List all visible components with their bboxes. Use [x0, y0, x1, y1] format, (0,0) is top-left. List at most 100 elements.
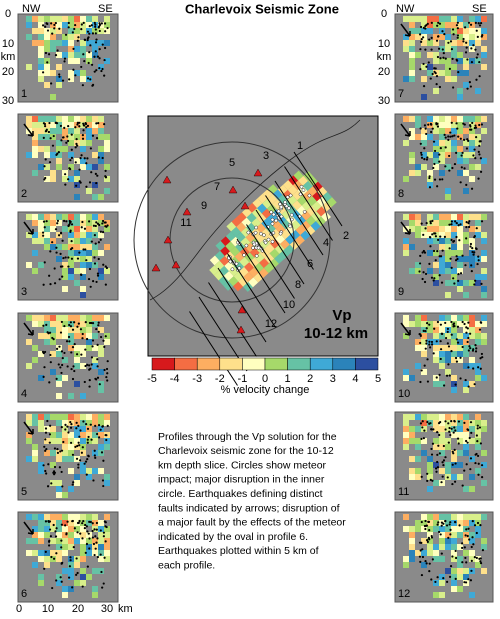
velocity-cell: [62, 34, 68, 40]
earthquake: [430, 36, 433, 39]
earthquake: [480, 476, 484, 479]
earthquake: [476, 440, 479, 443]
caption-line: Profiles through the Vp solution for the: [158, 431, 337, 443]
earthquake: [93, 256, 96, 259]
earthquake: [88, 547, 91, 550]
velocity-cell: [44, 116, 50, 122]
earthquake: [420, 222, 423, 225]
earthquake: [474, 21, 477, 24]
velocity-cell: [50, 152, 56, 158]
velocity-cell: [86, 134, 92, 140]
earthquake: [431, 127, 434, 130]
earthquake: [469, 242, 473, 246]
earthquake: [56, 222, 59, 225]
velocity-cell: [451, 351, 457, 357]
velocity-cell: [457, 462, 463, 468]
earthquake: [471, 121, 474, 125]
earthquake: [455, 222, 458, 225]
velocity-cell: [56, 82, 62, 88]
earthquake: [86, 565, 89, 568]
earthquake: [436, 320, 440, 324]
earthquake: [57, 151, 60, 154]
earthquake: [266, 237, 271, 242]
velocity-cell: [457, 34, 463, 40]
earthquake: [89, 285, 92, 288]
earthquake: [428, 323, 431, 326]
velocity-cell: [32, 444, 38, 450]
velocity-cell: [445, 292, 451, 298]
velocity-cell: [68, 152, 74, 158]
earthquake: [62, 219, 66, 223]
earthquake: [42, 220, 46, 223]
velocity-cell: [457, 232, 463, 238]
earthquake: [63, 351, 66, 355]
earthquake: [96, 376, 100, 379]
velocity-cell: [481, 238, 487, 244]
earthquake: [438, 452, 441, 455]
velocity-cell: [415, 456, 421, 462]
velocity-cell: [433, 426, 439, 432]
velocity-cell: [427, 268, 433, 274]
earthquake: [473, 555, 476, 559]
earthquake: [419, 560, 422, 564]
velocity-cell: [451, 52, 457, 58]
velocity-cell: [68, 40, 74, 46]
earthquake: [45, 448, 48, 451]
velocity-cell: [469, 514, 475, 520]
velocity-cell: [475, 556, 481, 562]
earthquake: [104, 169, 107, 173]
velocity-cell: [86, 414, 92, 420]
earthquake: [46, 61, 49, 64]
velocity-cell: [80, 568, 86, 574]
earthquake: [436, 453, 439, 456]
velocity-cell: [50, 480, 56, 486]
velocity-cell: [74, 128, 80, 134]
earthquake: [475, 556, 478, 560]
earthquake: [86, 427, 90, 430]
earthquake: [453, 282, 456, 285]
velocity-cell: [439, 532, 445, 538]
earthquake: [449, 131, 452, 134]
earthquake: [456, 27, 459, 30]
velocity-cell: [457, 226, 463, 232]
velocity-cell: [32, 526, 38, 532]
earthquake: [77, 463, 80, 466]
velocity-cell: [433, 327, 439, 333]
velocity-cell: [415, 220, 421, 226]
velocity-cell: [427, 232, 433, 238]
earthquake: [94, 50, 97, 53]
velocity-cell: [457, 420, 463, 426]
velocity-cell: [427, 214, 433, 220]
velocity-cell: [80, 158, 86, 164]
velocity-cell: [44, 70, 50, 76]
velocity-cell: [68, 116, 74, 122]
earthquake: [72, 68, 75, 71]
velocity-cell: [433, 514, 439, 520]
earthquake: [474, 48, 477, 51]
earthquake: [75, 184, 78, 187]
velocity-cell: [68, 134, 74, 140]
velocity-cell: [50, 214, 56, 220]
velocity-cell: [463, 339, 469, 345]
distance-tick: 0: [16, 603, 22, 615]
velocity-cell: [92, 122, 98, 128]
earthquake: [103, 58, 106, 62]
earthquake: [105, 375, 108, 379]
velocity-cell: [475, 420, 481, 426]
earthquake: [459, 272, 463, 275]
earthquake: [83, 527, 86, 530]
velocity-cell: [92, 550, 98, 556]
depth-tick: 30: [378, 95, 390, 107]
earthquake: [85, 126, 88, 129]
earthquake: [427, 61, 430, 64]
earthquake: [76, 571, 79, 575]
earthquake: [84, 551, 87, 554]
earthquake: [450, 220, 453, 223]
velocity-cell: [481, 256, 487, 262]
panel-label: 2: [21, 188, 27, 200]
earthquake: [76, 444, 79, 448]
velocity-cell: [421, 438, 427, 444]
velocity-cell: [86, 420, 92, 426]
velocity-cell: [246, 222, 257, 233]
earthquake: [52, 523, 55, 527]
